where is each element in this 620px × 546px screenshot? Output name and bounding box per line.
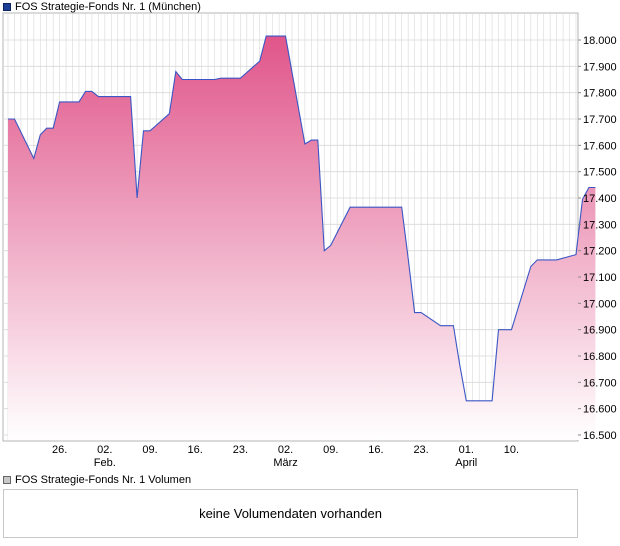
volume-panel: keine Volumendaten vorhanden <box>3 489 578 538</box>
x-tick-label: 23. <box>233 444 248 456</box>
volume-series-swatch <box>3 476 11 484</box>
price-area-chart: 16.500 16.600 16.700 16.800 16.900 17.000 17.1… <box>2 12 617 469</box>
y-tick-label: 16.600 <box>583 404 617 416</box>
x-tick-label: 09. <box>142 444 157 456</box>
x-tick-label: 26. <box>52 444 67 456</box>
y-tick-label: 17.000 <box>583 298 617 310</box>
y-tick-label: 16.500 <box>583 430 617 442</box>
x-tick-sublabel: April <box>455 457 477 469</box>
x-tick-label: 01. <box>459 444 474 456</box>
y-tick-label: 17.600 <box>583 140 617 152</box>
y-tick-label: 17.700 <box>583 114 617 126</box>
y-tick-label: 17.500 <box>583 167 617 179</box>
x-tick-label: 23. <box>413 444 428 456</box>
y-tick-label: 17.800 <box>583 88 617 100</box>
y-tick-label: 17.100 <box>583 272 617 284</box>
x-tick-label: 02. <box>278 444 293 456</box>
y-tick-label: 17.400 <box>583 193 617 205</box>
main-legend-label: FOS Strategie-Fonds Nr. 1 (München) <box>15 1 201 13</box>
volume-legend: FOS Strategie-Fonds Nr. 1 Volumen <box>3 473 191 487</box>
price-area-fill <box>8 36 596 440</box>
x-tick-label: 16. <box>368 444 383 456</box>
x-tick-label: 10. <box>504 444 519 456</box>
x-tick-sublabel: Feb. <box>94 457 116 469</box>
y-tick-label: 16.900 <box>583 325 617 337</box>
price-line <box>8 35 596 402</box>
y-tick-label: 18.000 <box>583 35 617 47</box>
y-tick-label: 16.800 <box>583 351 617 363</box>
x-tick-label: 16. <box>188 444 203 456</box>
y-tick-label: 17.900 <box>583 61 617 73</box>
volume-empty-message: keine Volumendaten vorhanden <box>199 506 382 521</box>
main-chart-legend: FOS Strategie-Fonds Nr. 1 (München) <box>3 0 201 14</box>
x-tick-label: 09. <box>323 444 338 456</box>
y-tick-label: 17.300 <box>583 219 617 231</box>
y-tick-label: 16.700 <box>583 377 617 389</box>
main-series-swatch <box>3 3 11 11</box>
y-tick-label: 17.200 <box>583 246 617 258</box>
x-tick-label: 02. <box>97 444 112 456</box>
y-axis-labels: 16.500 16.600 16.700 16.800 16.900 17.000 17.1… <box>578 35 617 442</box>
volume-legend-label: FOS Strategie-Fonds Nr. 1 Volumen <box>15 474 192 486</box>
x-tick-sublabel: März <box>273 457 297 469</box>
